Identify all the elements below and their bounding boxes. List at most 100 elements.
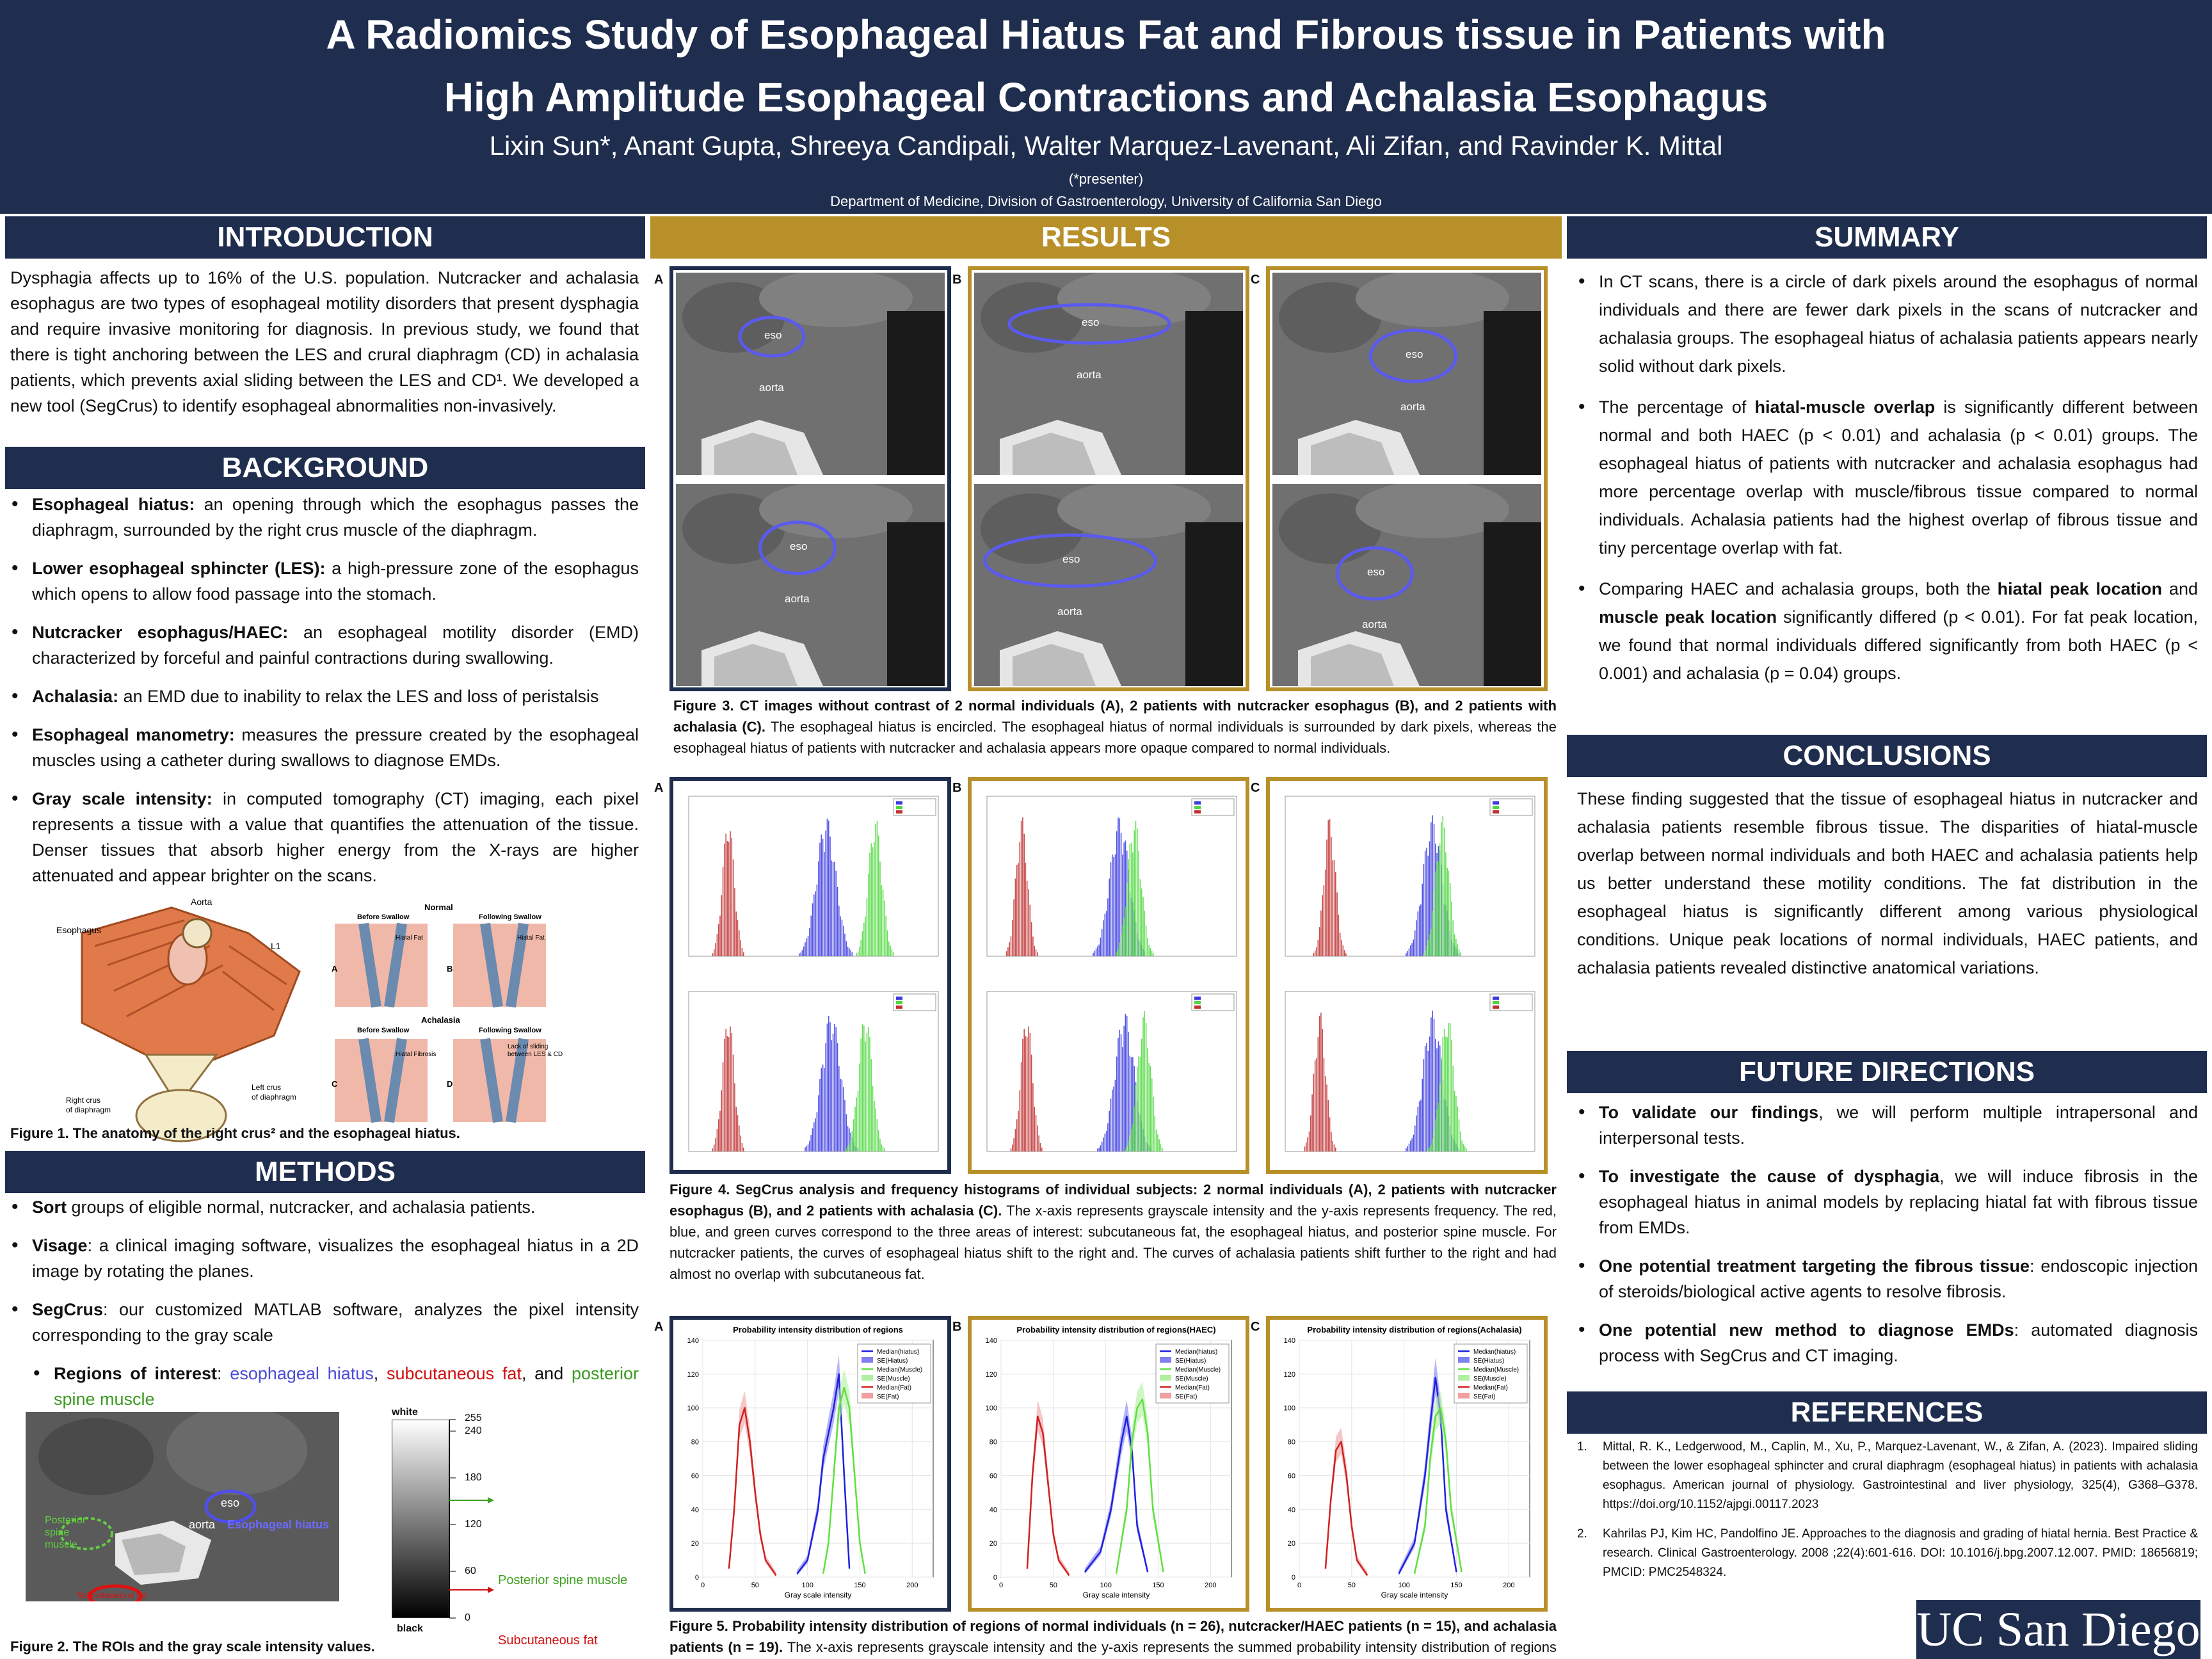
ct-aorta-label: aorta <box>1077 369 1102 381</box>
ct-aorta-label: aorta <box>785 593 810 605</box>
x-tick-label: 0 <box>999 1582 1003 1589</box>
department: Department of Medicine, Division of Gast… <box>830 193 1382 209</box>
legend-swatch <box>1160 1393 1171 1399</box>
x-axis-label: Gray scale intensity <box>1381 1591 1448 1599</box>
legend-entry: Median(Muscle) <box>1175 1366 1221 1374</box>
fig4-panel <box>669 777 951 1174</box>
ct-aorta-label: aorta <box>759 381 784 394</box>
background-term: Esophageal hiatus: <box>32 495 195 514</box>
median-line <box>728 1407 777 1576</box>
fig3-panel-label: C <box>1251 273 1260 287</box>
y-tick-label: 40 <box>1288 1506 1295 1514</box>
sum3e: significantly differed (p < 0.01). For f… <box>1599 607 2198 683</box>
y-tick-label: 40 <box>990 1506 997 1514</box>
fig2-hiatus-label: Esophageal hiatus <box>227 1518 330 1531</box>
histogram <box>974 979 1243 1164</box>
y-tick-label: 0 <box>1292 1574 1295 1582</box>
y-tick-label: 120 <box>687 1371 699 1379</box>
future-desc: , we will perform multiple intrapersonal… <box>1599 1103 2198 1148</box>
results-heading: RESULTS <box>650 216 1562 259</box>
ct-eso-label: eso <box>1406 348 1423 360</box>
gray-fat-label: Subcutaneous fat <box>498 1633 598 1647</box>
future-term: One potential treatment targeting the fi… <box>1599 1256 2030 1276</box>
fig2-muscle-overlay: Posterior spine muscle <box>45 1515 86 1550</box>
fig1-left-crus-label2: of diaphragm <box>252 1093 296 1102</box>
ct-eso-label: eso <box>1367 566 1385 578</box>
chart-title: Probability intensity distribution of re… <box>1307 1325 1521 1334</box>
methods-item: Visage: a clinical imaging software, vis… <box>10 1233 639 1284</box>
reference-number: 2. <box>1577 1527 1587 1541</box>
ct-aorta-label: aorta <box>1057 605 1082 618</box>
fig3-panel: eso aorta eso aorta <box>968 266 1249 691</box>
y-tick-label: 20 <box>990 1540 997 1548</box>
methods-heading: METHODS <box>5 1151 645 1193</box>
background-list: Esophageal hiatus: an opening through wh… <box>10 492 639 901</box>
ct-scan-drawing <box>974 273 1243 475</box>
legend-entry: SE(Hiatus) <box>877 1358 908 1365</box>
legend-entry: Median(Muscle) <box>877 1366 922 1374</box>
y-tick-label: 140 <box>687 1337 699 1345</box>
conclusions-text: These finding suggested that the tissue … <box>1577 789 2198 977</box>
methods-item: SegCrus: our customized MATLAB software,… <box>10 1297 639 1348</box>
poster-header: A Radiomics Study of Esophageal Hiatus F… <box>0 0 2212 214</box>
x-tick-label: 100 <box>801 1582 813 1589</box>
fig5-caption-bold: Figure 5. Probability intensity distribu… <box>669 1618 1557 1655</box>
sum3d: muscle peak location <box>1599 607 1777 627</box>
fig1-hiatal-fat-1: Hiatal Fat <box>396 934 423 942</box>
legend-entry: Median(Fat) <box>1473 1384 1508 1391</box>
methods-desc: groups of eligible normal, nutcracker, a… <box>67 1198 536 1217</box>
future-item: One potential treatment targeting the fi… <box>1577 1253 2198 1304</box>
background-desc: an esophageal motility disorder (EMD) ch… <box>32 623 639 668</box>
ct-aorta-label: aorta <box>1400 401 1425 413</box>
summary-item-2: The percentage of hiatal-muscle overlap … <box>1577 393 2198 562</box>
methods-desc: : our customized MATLAB software, analyz… <box>32 1300 639 1345</box>
fig2-eso-label: eso <box>221 1496 240 1509</box>
roi-sep1: , <box>373 1364 387 1383</box>
median-line <box>1413 1407 1463 1574</box>
fig5-panel: 0 20 40 60 80 100 120 140 0 50 100 150 200 Probabilit… <box>1266 1316 1548 1612</box>
ct-eso-label: eso <box>790 540 808 552</box>
legend-entry: Median(hiatus) <box>1175 1349 1217 1356</box>
y-tick-label: 0 <box>695 1574 699 1582</box>
figure1: Esophagus Aorta L1 Right crus of diaphra… <box>18 895 645 1151</box>
fig5-panel-label: C <box>1251 1320 1260 1334</box>
future-item: To investigate the cause of dysphagia, w… <box>1577 1164 2198 1240</box>
legend-entry: SE(Muscle) <box>877 1375 910 1382</box>
fig5-caption-rest: The x-axis represents grayscale intensit… <box>787 1639 1557 1655</box>
legend-entry: SE(Fat) <box>1175 1393 1197 1400</box>
sum2c: is significantly different between norma… <box>1599 397 2199 557</box>
ct-scan-drawing <box>1272 273 1541 475</box>
median-line <box>1084 1415 1149 1573</box>
x-tick-label: 0 <box>701 1582 705 1589</box>
fig1-before-label-2: Before Swallow <box>357 1027 410 1034</box>
ct-image: eso aorta <box>676 484 945 686</box>
legend-entry: SE(Hiatus) <box>1473 1358 1504 1365</box>
gray-tick-0: 0 <box>465 1612 470 1623</box>
future-term: To validate our findings <box>1599 1103 1819 1122</box>
ct-scan-drawing <box>676 273 945 475</box>
future-desc: : endoscopic injection of steroids/biolo… <box>1599 1256 2198 1301</box>
roi-colon: : <box>217 1364 230 1383</box>
y-tick-label: 80 <box>990 1439 997 1447</box>
x-tick-label: 150 <box>1152 1582 1164 1589</box>
legend-entry: Median(Muscle) <box>1473 1366 1519 1374</box>
legend-swatch <box>862 1375 873 1381</box>
references-list: 1. Mittal, R. K., Ledgerwood, M., Caplin,… <box>1577 1438 2198 1592</box>
fig3-panel-label: A <box>654 273 664 287</box>
gray-muscle-label: Posterior spine muscle <box>498 1573 628 1587</box>
gray-scale-bar <box>392 1420 449 1618</box>
sum3b: hiatal peak location <box>1997 579 2163 598</box>
legend-swatch <box>1160 1357 1171 1363</box>
fig4-panel-label: A <box>654 781 664 795</box>
fig4-panel-label: B <box>952 781 962 795</box>
x-axis-label: Gray scale intensity <box>785 1591 852 1599</box>
roi-term: Regions of interest <box>54 1364 218 1383</box>
fig1-hiatal-fibrosis: Hiatal Fibrosis <box>396 1051 436 1058</box>
fig4-panel <box>968 777 1249 1174</box>
reference-number: 1. <box>1577 1440 1587 1454</box>
future-desc: , we will induce fibrosis in the esophag… <box>1599 1167 2199 1237</box>
background-desc: a high-pressure zone of the esophagus wh… <box>32 559 639 604</box>
y-tick-label: 20 <box>1288 1540 1295 1548</box>
methods-desc: : a clinical imaging software, visualize… <box>32 1236 639 1281</box>
legend-swatch <box>1458 1393 1470 1399</box>
